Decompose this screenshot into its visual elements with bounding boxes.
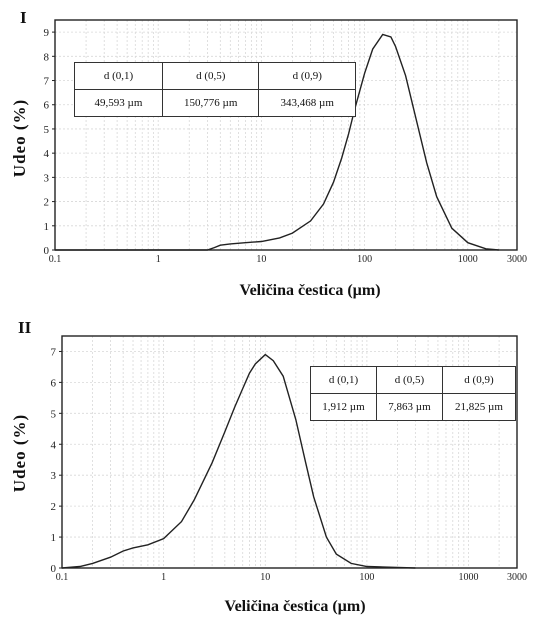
x-tick-label: 0.1 [49, 254, 62, 265]
chart-2: 0 1 2 3 4 5 6 7 0.1 1 10 100 1000 3000 [51, 335, 527, 583]
x-tick-label: 3000 [507, 254, 527, 265]
table-value-cell: 343,468 µm [258, 89, 356, 117]
y-tick-label: 9 [44, 27, 50, 39]
table-header-cell: d (0,1) [74, 62, 163, 90]
y-tick-label: 0 [44, 245, 50, 257]
panel-label-2: II [18, 318, 32, 337]
table-header-cell: d (0,5) [375, 366, 443, 394]
table-value-cell: 21,825 µm [441, 393, 517, 421]
y-tick-label: 3 [44, 172, 50, 184]
table-value-cell: 7,863 µm [375, 393, 443, 421]
x-tick-label: 1000 [458, 254, 478, 265]
y-tick-label: 5 [44, 124, 50, 136]
series-line [55, 33, 499, 251]
panel-label-1: I [20, 8, 27, 27]
y-tick-label: 7 [44, 76, 50, 88]
x-tick-label: 10 [260, 572, 270, 583]
plot-frame [61, 335, 518, 569]
table-header-row: d (0,1) d (0,5) d (0,9) [310, 366, 517, 394]
data-table-2: d (0,1) d (0,5) d (0,9) 1,912 µm 7,863 µ… [310, 366, 517, 421]
x-tick-label: 1 [156, 254, 161, 265]
table-value-cell: 150,776 µm [161, 89, 260, 117]
y-tick-label: 2 [44, 197, 50, 209]
x-tick-label: 1 [161, 572, 166, 583]
x-tick-label: 100 [357, 254, 372, 265]
y-tick-label: 2 [51, 501, 57, 513]
table-header-cell: d (0,9) [441, 366, 517, 394]
table-header-row: d (0,1) d (0,5) d (0,9) [74, 62, 356, 90]
x-tick-label: 1000 [459, 572, 479, 583]
y-tick-label: 3 [51, 470, 57, 482]
table-header-cell: d (0,1) [310, 366, 377, 394]
x-tick-label: 10 [256, 254, 266, 265]
y-tick-label: 0 [51, 563, 57, 575]
x-tick-label: 0.1 [56, 572, 69, 583]
y-tick-label: 6 [44, 100, 50, 112]
table-value-row: 49,593 µm 150,776 µm 343,468 µm [74, 89, 356, 117]
table-header-cell: d (0,5) [161, 62, 260, 90]
y-tick-label: 4 [44, 148, 50, 160]
y-tick-label: 7 [51, 346, 57, 358]
series-line [61, 353, 416, 569]
table-value-row: 1,912 µm 7,863 µm 21,825 µm [310, 393, 517, 421]
data-table-1: d (0,1) d (0,5) d (0,9) 49,593 µm 150,77… [74, 62, 356, 117]
x-axis-label-2: Veličina čestica (µm) [224, 598, 366, 615]
x-axis-label-1: Veličina čestica (µm) [239, 282, 381, 299]
y-tick-label: 6 [51, 377, 57, 389]
y-tick-label: 8 [44, 51, 50, 63]
y-tick-label: 1 [44, 221, 50, 233]
x-tick-label: 100 [359, 572, 374, 583]
table-value-cell: 49,593 µm [74, 89, 163, 117]
x-tick-label: 3000 [507, 572, 527, 583]
plot-frame [54, 19, 518, 251]
y-tick-label: 1 [51, 532, 57, 544]
y-tick-label: 4 [51, 439, 57, 451]
y-tick-label: 5 [51, 408, 57, 420]
table-value-cell: 1,912 µm [310, 393, 377, 421]
table-header-cell: d (0,9) [258, 62, 356, 90]
